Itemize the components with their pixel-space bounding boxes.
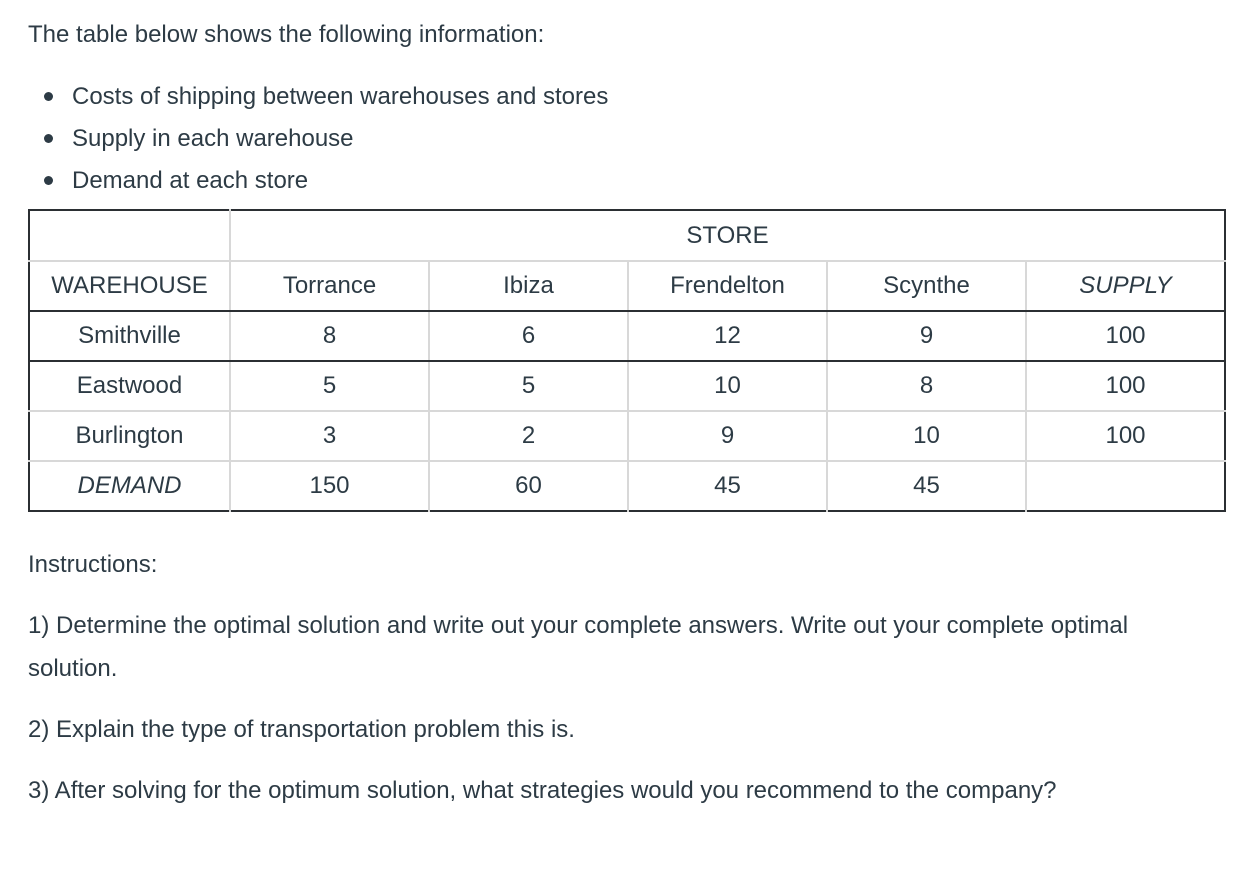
bullet-text: Supply in each warehouse (72, 125, 354, 152)
column-header-supply: SUPPLY (1024, 261, 1226, 312)
cost-cell: 3 (229, 411, 429, 462)
assignment-content: The table below shows the following info… (28, 21, 1227, 804)
demand-cell: 150 (229, 461, 429, 511)
empty-cell (1024, 461, 1226, 511)
table-row-smithville: Smithville 8 6 12 9 100 (29, 311, 1226, 362)
supply-cell: 100 (1024, 311, 1226, 362)
row-label: Burlington (29, 411, 230, 462)
table-row-column-headers: WAREHOUSE Torrance Ibiza Frendelton Scyn… (29, 261, 1226, 312)
shipping-cost-table: STORE WAREHOUSE Torrance Ibiza Frendelto… (28, 209, 1227, 512)
cost-cell: 9 (826, 311, 1026, 362)
supply-cell: 100 (1024, 361, 1226, 412)
list-item: Supply in each warehouse (28, 118, 1224, 160)
cost-cell: 9 (627, 411, 827, 462)
cost-cell: 6 (428, 311, 628, 362)
supply-cell: 100 (1024, 411, 1226, 462)
row-label: Eastwood (29, 361, 230, 412)
column-header-warehouse: WAREHOUSE (29, 261, 230, 312)
page-title: The table below shows the following info… (28, 21, 545, 48)
info-bullet-list: Costs of shipping between warehouses and… (28, 76, 1224, 202)
column-header-ibiza: Ibiza (428, 261, 628, 312)
cost-cell: 10 (627, 361, 827, 412)
cost-cell: 2 (428, 411, 628, 462)
table-row-store-header: STORE (29, 210, 1226, 262)
instruction-item-1: 1) Determine the optimal solution and wr… (28, 612, 1129, 682)
cost-cell: 10 (826, 411, 1026, 462)
row-label: Smithville (29, 311, 230, 362)
cost-cell: 8 (826, 361, 1026, 412)
bullet-text: Costs of shipping between warehouses and… (72, 83, 609, 110)
cost-cell: 12 (627, 311, 827, 362)
table-row-burlington: Burlington 3 2 9 10 100 (29, 411, 1226, 462)
instruction-item-2: 2) Explain the type of transportation pr… (28, 716, 575, 743)
list-item: Costs of shipping between warehouses and… (28, 76, 1224, 118)
column-header-scynthe: Scynthe (826, 261, 1026, 312)
column-header-frendelton: Frendelton (627, 261, 827, 312)
table-row-demand: DEMAND 150 60 45 45 (29, 461, 1226, 511)
instructions-heading: Instructions: (28, 551, 158, 578)
bullet-text: Demand at each store (72, 167, 309, 194)
demand-cell: 45 (627, 461, 827, 511)
list-item: Demand at each store (28, 160, 1224, 202)
table-row-eastwood: Eastwood 5 5 10 8 100 (29, 361, 1226, 412)
row-label-demand: DEMAND (77, 472, 182, 499)
cost-cell: 8 (229, 311, 429, 362)
empty-corner-cell (29, 210, 230, 262)
instruction-item-3: 3) After solving for the optimum solutio… (28, 777, 1057, 804)
cost-cell: 5 (428, 361, 628, 412)
cost-cell: 5 (229, 361, 429, 412)
store-group-header: STORE (228, 210, 1226, 262)
demand-cell: 60 (428, 461, 628, 511)
column-header-torrance: Torrance (229, 261, 429, 312)
demand-cell: 45 (826, 461, 1026, 511)
